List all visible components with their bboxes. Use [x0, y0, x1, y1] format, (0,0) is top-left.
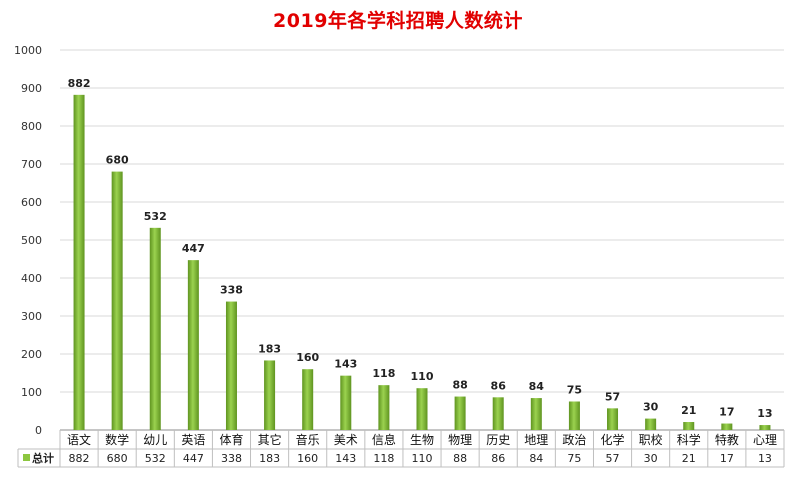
data-label: 86 — [491, 379, 507, 392]
bar-地理 — [530, 398, 542, 430]
table-value: 447 — [183, 452, 204, 465]
y-tick-label: 1000 — [14, 44, 42, 57]
data-label: 13 — [757, 407, 772, 420]
bar-科学 — [683, 422, 695, 430]
bar-信息 — [378, 385, 390, 430]
data-label: 532 — [144, 210, 167, 223]
x-tick-label: 地理 — [524, 433, 548, 447]
x-tick-label: 化学 — [601, 432, 625, 447]
table-value: 84 — [529, 452, 543, 465]
bar-英语 — [187, 260, 199, 430]
table-value: 532 — [145, 452, 166, 465]
gridlines — [60, 49, 784, 393]
x-tick-label: 生物 — [410, 433, 434, 447]
table-value: 86 — [491, 452, 505, 465]
legend-swatch — [23, 454, 30, 461]
x-tick-label: 信息 — [372, 432, 396, 447]
bar-体育 — [225, 301, 237, 430]
table-value: 338 — [221, 452, 242, 465]
table-value: 13 — [758, 452, 772, 465]
x-tick-label: 心理 — [753, 433, 777, 447]
table-value: 57 — [606, 452, 620, 465]
y-tick-label: 0 — [35, 424, 42, 437]
data-label: 338 — [220, 284, 243, 297]
x-tick-label: 科学 — [677, 432, 701, 447]
bar-数学 — [111, 171, 123, 430]
y-tick-label: 700 — [21, 158, 42, 171]
bars — [73, 94, 771, 430]
bar-心理 — [759, 425, 771, 430]
data-label: 143 — [334, 358, 357, 371]
y-tick-label: 600 — [21, 196, 42, 209]
data-label: 57 — [605, 390, 620, 403]
data-label: 118 — [372, 367, 395, 380]
y-tick-label: 200 — [21, 348, 42, 361]
x-tick-label: 物理 — [448, 433, 472, 447]
bar-历史 — [492, 397, 504, 430]
x-tick-label: 特教 — [715, 432, 739, 447]
y-axis: 0 100 200 300 400 500 600 700 800 900 1000 — [14, 44, 784, 437]
data-label: 447 — [182, 242, 205, 255]
bar-音乐 — [302, 369, 314, 430]
y-tick-label: 300 — [21, 310, 42, 323]
table-value: 88 — [453, 452, 467, 465]
table-value: 680 — [107, 452, 128, 465]
y-tick-label: 500 — [21, 234, 42, 247]
x-tick-label: 幼儿 — [143, 433, 167, 447]
x-tick-label: 语文 — [67, 432, 91, 447]
y-tick-label: 900 — [21, 82, 42, 95]
table-value: 110 — [412, 452, 433, 465]
data-label: 84 — [529, 380, 545, 393]
data-label: 88 — [452, 379, 467, 392]
y-tick-label: 100 — [21, 386, 42, 399]
data-label: 75 — [567, 384, 582, 397]
bar-美术 — [340, 375, 352, 430]
data-labels: 882 680 532 447 338 183 160 143 118 110 88 86 84 75 57… — [68, 77, 773, 420]
bar-语文 — [73, 94, 85, 430]
bar-化学 — [607, 408, 619, 430]
table-value: 160 — [297, 452, 318, 465]
bar-生物 — [416, 388, 428, 430]
chart-title: 2019年各学科招聘人数统计 — [273, 10, 523, 32]
table-value: 183 — [259, 452, 280, 465]
bar-特教 — [721, 423, 733, 430]
x-tick-label: 职校 — [639, 432, 663, 447]
x-tick-label: 音乐 — [296, 432, 320, 447]
x-tick-label: 体育 — [219, 432, 243, 447]
table-value: 17 — [720, 452, 734, 465]
data-label: 183 — [258, 342, 281, 355]
table-value: 143 — [335, 452, 356, 465]
legend-label: 总计 — [32, 451, 54, 465]
data-table: 语文 882 数学 680 幼儿 532 英语 447 体育 338 其它 183 音乐 160 美术 143… — [17, 430, 785, 468]
x-tick-label: 数学 — [105, 432, 129, 447]
table-value: 75 — [567, 452, 581, 465]
data-label: 160 — [296, 351, 319, 364]
x-tick-label: 其它 — [258, 432, 282, 447]
data-label: 680 — [106, 154, 129, 167]
bar-政治 — [568, 401, 580, 430]
x-tick-label: 英语 — [181, 433, 205, 447]
data-label: 30 — [643, 401, 659, 414]
x-tick-label: 历史 — [486, 433, 510, 447]
bar-物理 — [454, 396, 466, 430]
table-value: 882 — [69, 452, 90, 465]
y-tick-label: 800 — [21, 120, 42, 133]
data-label: 110 — [411, 370, 434, 383]
data-label: 21 — [681, 404, 696, 417]
data-label: 17 — [719, 406, 734, 419]
table-value: 21 — [682, 452, 696, 465]
table-value: 118 — [373, 452, 394, 465]
bar-职校 — [645, 418, 657, 430]
bar-其它 — [264, 360, 276, 430]
table-value: 30 — [644, 452, 658, 465]
x-tick-label: 美术 — [334, 433, 358, 447]
data-label: 882 — [68, 77, 91, 90]
bar-幼儿 — [149, 227, 161, 430]
x-tick-label: 政治 — [562, 433, 586, 447]
y-tick-label: 400 — [21, 272, 42, 285]
